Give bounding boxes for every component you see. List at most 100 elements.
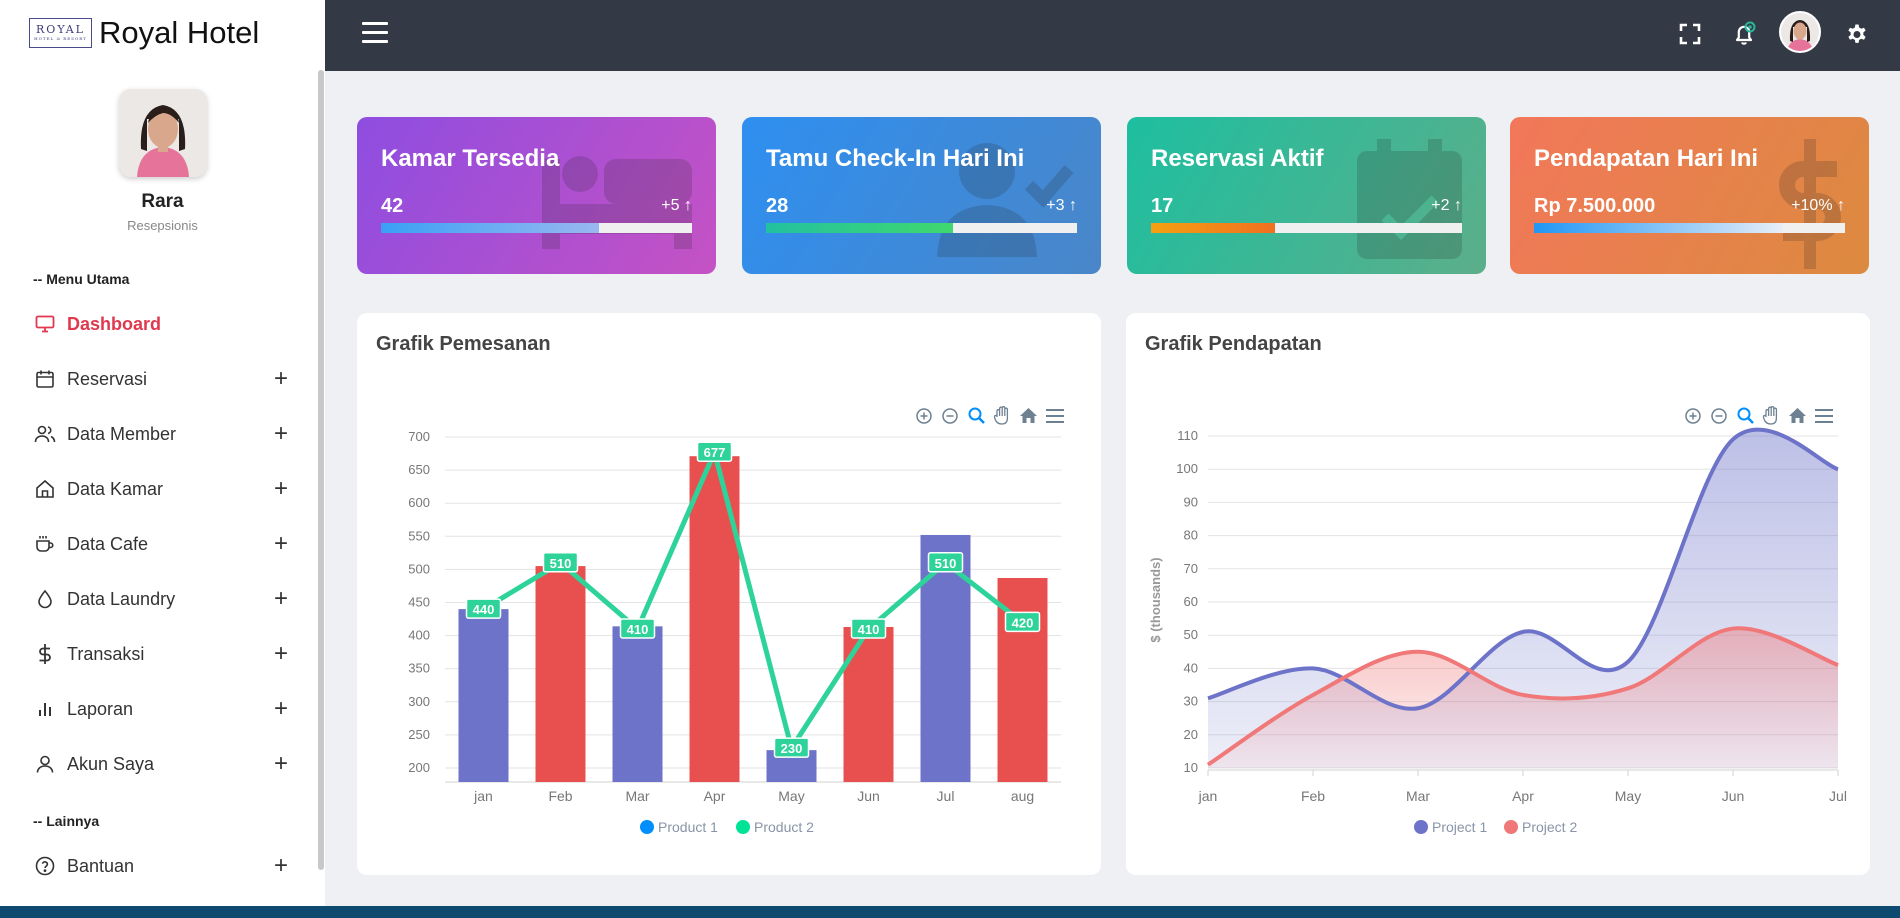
arrow-up-icon: +2 ↑ [1431,197,1462,214]
chart-toolbar[interactable] [916,406,1064,425]
series-line [1207,427,1839,711]
data-label: 510 [550,556,572,571]
topbar [325,0,1900,71]
legend-label: Product 1 [658,819,718,835]
brand-logo: ROYAL HOTEL & RESORT [29,17,92,48]
arrow-up-icon: +5 ↑ [661,197,692,214]
expand-icon[interactable]: + [274,640,289,667]
chart-pendapatan: 10 20 30 40 50 60 70 80 90 100 110 jan Feb Mar Apr May J… [1148,406,1847,835]
settings-gear-icon[interactable] [1841,18,1873,50]
fullscreen-icon[interactable] [1674,18,1706,50]
x-tick-label: Apr [704,788,726,804]
pan-icon[interactable] [993,406,1009,425]
bar [843,626,894,782]
droplet-icon [34,588,56,610]
reset-home-icon[interactable] [1020,408,1037,423]
notification-bell-icon[interactable] [1728,18,1760,50]
series-line [482,449,1025,751]
user-avatar[interactable] [1779,11,1821,53]
x-tick-label: jan [473,788,493,804]
chart-plot: 200 250 300 350 400 450 500 550 600 650 700 jan Feb M… [408,406,1064,835]
pan-icon[interactable] [1762,406,1778,425]
zoom-out-icon[interactable] [942,408,958,424]
monitor-icon [34,313,56,335]
legend-marker [1504,820,1518,834]
user-icon [34,753,56,775]
zoom-out-icon[interactable] [1711,408,1727,424]
y-tick-label: 200 [408,760,430,775]
chart-plot: 10 20 30 40 50 60 70 80 90 100 110 jan Feb Mar Apr May J… [1148,406,1847,835]
profile-role: Resepsionis [127,218,198,233]
expand-icon[interactable]: + [274,420,289,447]
sidebar-item-akun-saya[interactable]: Akun Saya + [0,744,318,784]
sidebar-item-transaksi[interactable]: Transaksi + [0,634,318,674]
sidebar-item-bantuan[interactable]: Bantuan + [0,846,318,886]
brand[interactable]: ROYAL HOTEL & RESORT Royal Hotel [0,0,325,65]
data-label: 420 [1012,615,1034,630]
progress-bar [766,223,1077,233]
y-tick-label: 400 [408,628,430,643]
x-tick-label: Feb [1301,788,1325,804]
expand-icon[interactable]: + [274,852,289,879]
sidebar-item-laporan[interactable]: Laporan + [0,689,318,729]
sidebar-item-data-cafe[interactable]: Data Cafe + [0,524,318,564]
sidebar-scrollbar[interactable] [318,70,324,870]
y-tick-label: 40 [1184,660,1198,675]
legend-label: Project 1 [1432,819,1487,835]
chart-menu-icon[interactable] [1046,409,1064,423]
progress-bar [1534,223,1845,233]
progress-bar [1151,223,1462,233]
zoom-in-icon[interactable] [916,408,932,424]
progress-bar [381,223,692,233]
expand-icon[interactable]: + [274,750,289,777]
y-tick-label: 450 [408,595,430,610]
zoom-selection-icon[interactable] [968,407,985,424]
expand-icon[interactable]: + [274,475,289,502]
data-label-bg [619,618,656,639]
user-profile: Rara Resepsionis [0,65,325,233]
brand-name: Royal Hotel [99,14,260,50]
y-tick-label: 20 [1184,727,1198,742]
reset-home-icon[interactable] [1789,408,1806,423]
expand-icon[interactable]: + [274,585,289,612]
calendar-icon [34,368,56,390]
y-tick-label: 10 [1184,760,1198,775]
zoom-in-icon[interactable] [1685,408,1701,424]
chart-toolbar[interactable] [1685,406,1833,425]
data-label-bg [465,598,502,619]
stat-card-pendapatan[interactable]: Pendapatan Hari Ini Rp 7.500.000 +10% ↑ [1510,117,1869,274]
sidebar-item-data-kamar[interactable]: Data Kamar + [0,469,318,509]
sidebar-item-reservasi[interactable]: Reservasi + [0,359,318,399]
x-tick-label: Feb [548,788,572,804]
legend-label: Product 2 [754,819,814,835]
chart-pemesanan: 200 250 300 350 400 450 500 550 600 650 700 jan Feb M… [408,406,1064,835]
chart-title: Grafik Pendapatan [1145,333,1322,355]
x-tick-label: May [1615,788,1641,804]
help-circle-icon [34,855,56,877]
legend-label: Project 2 [1522,819,1577,835]
legend-marker [640,820,654,834]
data-label-bg [773,737,810,758]
y-tick-label: 500 [408,561,430,576]
data-label: 677 [704,445,726,460]
sidebar-item-data-laundry[interactable]: Data Laundry + [0,579,318,619]
panel-grafik-pemesanan: Grafik Pemesanan 200 250 300 350 400 450 500 55… [357,313,1101,875]
menu-toggle-icon[interactable] [362,22,388,44]
expand-icon[interactable]: + [274,695,289,722]
sidebar-item-data-member[interactable]: Data Member + [0,414,318,454]
sidebar: ROYAL HOTEL & RESORT Royal Hotel Rara Re… [0,0,325,918]
series-line [1206,626,1839,767]
chart-menu-icon[interactable] [1815,409,1833,423]
arrow-up-icon: +3 ↑ [1046,197,1077,214]
stat-card-checkin[interactable]: Tamu Check-In Hari Ini 28 +3 ↑ [742,117,1101,274]
data-label-bg [696,441,733,462]
cup-icon [34,533,56,555]
sidebar-item-dashboard[interactable]: Dashboard [0,304,318,344]
expand-icon[interactable]: + [274,365,289,392]
y-tick-label: 650 [408,462,430,477]
stat-card-kamar[interactable]: Kamar Tersedia 42 +5 ↑ [357,117,716,274]
expand-icon[interactable]: + [274,530,289,557]
x-tick-label: Jun [1722,788,1745,804]
zoom-selection-icon[interactable] [1737,407,1754,424]
stat-card-reservasi[interactable]: Reservasi Aktif 17 +2 ↑ [1127,117,1486,274]
